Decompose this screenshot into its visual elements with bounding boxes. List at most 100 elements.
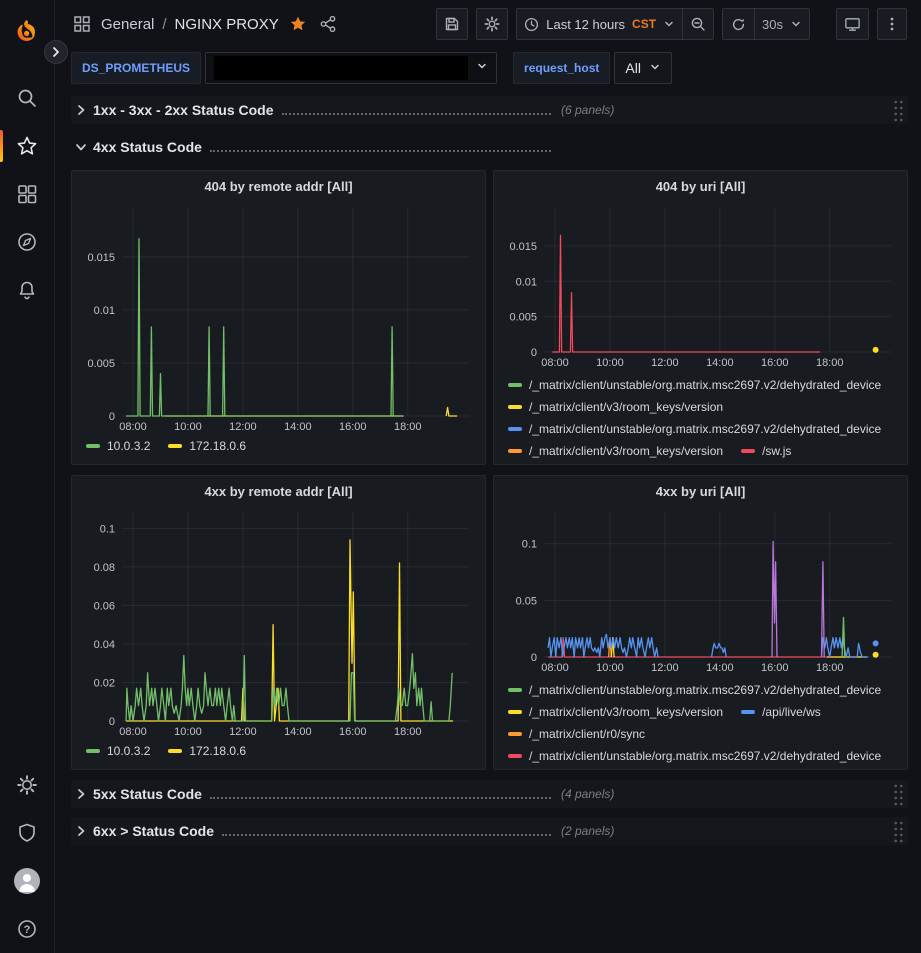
dashboard-settings-button[interactable] (476, 8, 509, 40)
legend-item[interactable]: /_matrix/client/v3/room_keys/version (508, 400, 723, 414)
time-picker-group: Last 12 hours CST (516, 8, 715, 40)
panel-title[interactable]: 4xx by remote addr [All] (204, 484, 353, 499)
row-5xx[interactable]: 5xx Status Code (4 panels) (71, 780, 908, 808)
series-name: 10.0.3.2 (107, 439, 151, 453)
series-name: 172.18.0.6 (189, 439, 247, 453)
sidebar-item-server-admin[interactable] (7, 813, 47, 853)
svg-text:12:00: 12:00 (229, 726, 257, 738)
sidebar-item-configuration[interactable] (7, 765, 47, 805)
legend-row: 10.0.3.2 172.18.0.6 (86, 434, 477, 458)
refresh-icon (733, 18, 745, 30)
panel-4xx-by-remote-addr: 4xx by remote addr [All] 08:00 10:00 12:00… (71, 475, 486, 770)
row-6xx[interactable]: 6xx > Status Code (2 panels) (71, 817, 908, 845)
legend-row: /_matrix/client/unstable/org.matrix.msc2… (508, 745, 899, 763)
panel-4xx-by-uri: 4xx by uri [All] 08:00 10:00 12:00 14:00 16:… (493, 475, 908, 770)
row-drag-handle[interactable] (893, 819, 904, 843)
series-name: 10.0.3.2 (107, 744, 151, 758)
sidebar-expand-button[interactable] (44, 40, 68, 64)
svg-text:0.01: 0.01 (516, 276, 537, 288)
svg-text:10:00: 10:00 (174, 421, 202, 433)
svg-text:08:00: 08:00 (541, 357, 569, 369)
dashboard-navbar: General / NGINX PROXY (55, 0, 921, 48)
svg-text:0: 0 (109, 411, 115, 423)
legend-item[interactable]: 10.0.3.2 (86, 744, 150, 758)
chevron-right-icon (75, 788, 87, 800)
save-dashboard-button[interactable] (436, 8, 469, 40)
legend-item[interactable]: 10.0.3.2 (86, 439, 150, 453)
svg-text:16:00: 16:00 (761, 662, 789, 674)
svg-text:0.08: 0.08 (94, 562, 115, 574)
breadcrumb: General / NGINX PROXY (71, 13, 339, 35)
panel-title[interactable]: 4xx by uri [All] (655, 484, 746, 499)
breadcrumb-section[interactable]: General (101, 15, 155, 33)
row-title-wrap: 6xx > Status Code (93, 823, 561, 840)
search-icon (18, 89, 36, 107)
sidebar-item-dashboards[interactable] (7, 174, 47, 214)
series-name: /_matrix/client/v3/room_keys/version (529, 400, 724, 414)
legend-item[interactable]: /_matrix/client/unstable/org.matrix.msc2… (508, 749, 881, 763)
legend-item[interactable]: /_matrix/client/unstable/org.matrix.msc2… (508, 683, 881, 697)
panel-404-by-uri: 404 by uri [All] 08:00 10:00 12:00 14:00 16:… (493, 170, 908, 465)
row-drag-handle[interactable] (893, 98, 904, 122)
save-icon (446, 17, 459, 31)
row-panel-count: (6 panels) (561, 103, 615, 117)
legend-row: /_matrix/client/v3/room_keys/version/api… (508, 701, 899, 723)
row-4xx[interactable]: 4xx Status Code (71, 133, 908, 161)
series-color-swatch (508, 449, 522, 453)
refresh-button[interactable] (722, 8, 755, 40)
request-host-select[interactable]: All (614, 52, 672, 84)
breadcrumb-dashboard-title[interactable]: NGINX PROXY (174, 15, 279, 33)
sidebar-item-profile[interactable] (7, 861, 47, 901)
chart-area: 08:00 10:00 12:00 14:00 16:00 18:00 0 0.05 0.1 (502, 504, 899, 675)
row-title-wrap: 4xx Status Code (93, 139, 561, 156)
refresh-interval-picker[interactable]: 30s (754, 8, 810, 40)
sidebar-item-alerting[interactable] (7, 270, 47, 310)
sidebar-item-explore[interactable] (7, 222, 47, 262)
refresh-interval-label: 30s (762, 16, 783, 32)
compass-icon (18, 233, 36, 251)
gear-icon (484, 16, 500, 32)
share-button[interactable] (317, 13, 339, 35)
svg-text:0.005: 0.005 (87, 358, 115, 370)
svg-text:0.01: 0.01 (94, 305, 115, 317)
legend-item[interactable]: /_matrix/client/unstable/org.matrix.msc2… (508, 422, 881, 436)
legend-item[interactable]: /api/live/ws (741, 705, 821, 719)
panel-title[interactable]: 404 by uri [All] (655, 179, 746, 194)
variables-bar: DS_PROMETHEUS request_host All (55, 48, 921, 88)
legend-row: /_matrix/client/unstable/org.matrix.msc2… (508, 418, 899, 440)
series-color-swatch (508, 710, 522, 714)
row-panel-count: (4 panels) (561, 787, 615, 801)
panel-404-by-remote-addr: 404 by remote addr [All] 08:00 10:00 12:00… (71, 170, 486, 465)
legend-item[interactable]: 172.18.0.6 (168, 439, 246, 453)
chart-area: 08:00 10:00 12:00 14:00 16:00 18:00 0 0.005 0.01… (502, 199, 899, 370)
tv-mode-button[interactable] (836, 8, 869, 40)
legend-item[interactable]: /_matrix/client/unstable/org.matrix.msc2… (508, 378, 881, 392)
panel-title[interactable]: 404 by remote addr [All] (204, 179, 353, 194)
legend-item[interactable]: /_matrix/client/v3/room_keys/version (508, 444, 723, 458)
sidebar-item-search[interactable] (7, 78, 47, 118)
time-range-picker[interactable]: Last 12 hours CST (516, 8, 683, 40)
legend-item[interactable]: 172.18.0.6 (168, 744, 246, 758)
favorite-star-button[interactable] (287, 13, 309, 35)
zoom-out-time-button[interactable] (682, 8, 715, 40)
series-name: /_matrix/client/unstable/org.matrix.msc2… (529, 422, 882, 436)
datasource-select[interactable] (205, 52, 498, 84)
svg-text:0: 0 (531, 347, 537, 359)
more-options-button[interactable] (877, 8, 907, 40)
sidebar-item-help[interactable]: ? (7, 909, 47, 949)
series-name: /_matrix/client/unstable/org.matrix.msc2… (529, 378, 882, 392)
svg-text:10:00: 10:00 (596, 662, 624, 674)
legend-row: /_matrix/client/unstable/org.matrix.msc2… (508, 374, 899, 396)
legend-item[interactable]: /_matrix/client/r0/sync (508, 727, 645, 741)
row-1xx-3xx-2xx[interactable]: 1xx - 3xx - 2xx Status Code (6 panels) (71, 96, 908, 124)
series-name: /_matrix/client/unstable/org.matrix.msc2… (529, 749, 882, 763)
legend-item[interactable]: /sw.js (741, 444, 791, 458)
grafana-logo[interactable] (7, 12, 47, 52)
row-dotted-filler (281, 112, 551, 115)
variable-request-host: request_host All (513, 52, 672, 84)
row-drag-handle[interactable] (893, 782, 904, 806)
legend-item[interactable]: /_matrix/client/v3/room_keys/version (508, 705, 723, 719)
legend-row: 10.0.3.2 172.18.0.6 (86, 739, 477, 763)
sidebar-item-starred[interactable] (0, 126, 47, 166)
row-title-wrap: 1xx - 3xx - 2xx Status Code (93, 102, 561, 119)
